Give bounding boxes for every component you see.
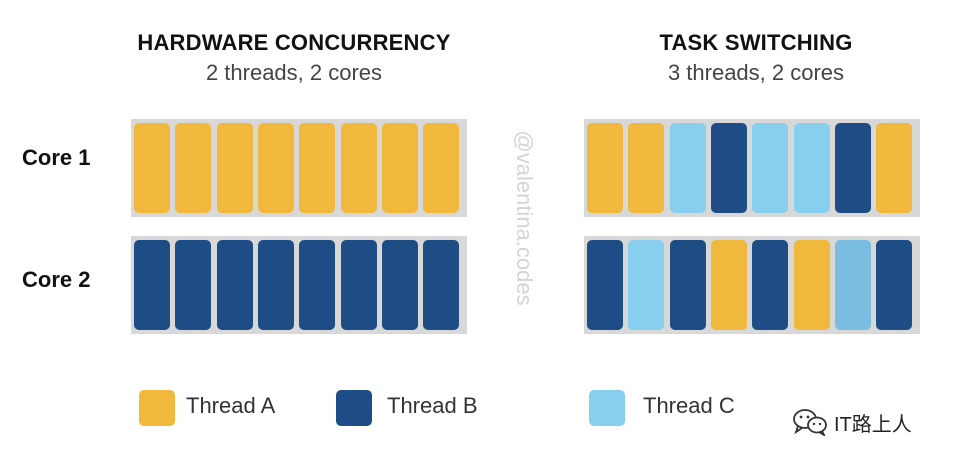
time-slice-thread-b [834, 123, 871, 213]
legend-swatch-thread-b [336, 390, 372, 426]
panel-subtitle-task-switching: 3 threads, 2 cores [667, 60, 845, 85]
time-slice-thread-a [381, 123, 418, 213]
time-slice-thread-b [299, 240, 336, 330]
time-slice-thread-b [134, 240, 170, 330]
time-slice-thread-a [299, 123, 336, 213]
time-slice-thread-b [423, 240, 460, 330]
legend-label-thread-a: Thread A [186, 393, 276, 418]
time-slice-thread-a [340, 123, 377, 213]
time-slice-thread-a [134, 123, 170, 213]
panel-title-hardware: HARDWARE CONCURRENCY [137, 30, 451, 55]
time-slice-thread-b [340, 240, 377, 330]
watermark: @valentina.codes [512, 130, 537, 306]
time-slice-thread-b [752, 240, 789, 330]
time-slice-thread-b [587, 240, 623, 330]
time-slice-thread-a [876, 123, 913, 213]
time-slice-thread-b [876, 240, 913, 330]
legend-swatch-thread-a [139, 390, 175, 426]
row-label-core-2: Core 2 [22, 267, 91, 292]
task-switching-core-2-track [584, 236, 920, 334]
time-slice-thread-a [793, 240, 830, 330]
time-slice-thread-a [216, 123, 253, 213]
time-slice-thread-a [710, 240, 747, 330]
time-slice-thread-b [669, 240, 706, 330]
hardware-core-2-track [131, 236, 467, 334]
task-switching-core-1-track [584, 119, 920, 217]
row-label-core-1: Core 1 [22, 145, 91, 170]
time-slice-thread-c [752, 123, 789, 213]
legend-swatch-thread-c [589, 390, 625, 426]
time-slice-thread-c [628, 240, 665, 330]
time-slice-thread-b [381, 240, 418, 330]
time-slice-thread-c [793, 123, 830, 213]
legend-label-thread-b: Thread B [387, 393, 478, 418]
brand-text: IT路上人 [834, 413, 912, 436]
time-slice-thread-b [257, 240, 294, 330]
brand: IT路上人 [792, 408, 912, 436]
time-slice-thread-a [628, 123, 665, 213]
time-slice-thread-a [587, 123, 623, 213]
legend-label-thread-c: Thread C [643, 393, 735, 418]
time-slice-thread-a [423, 123, 460, 213]
panel-title-task-switching: TASK SWITCHING [659, 30, 853, 55]
panel-subtitle-hardware: 2 threads, 2 cores [205, 60, 383, 85]
time-slice-thread-c [834, 240, 871, 330]
wechat-icon [793, 409, 827, 436]
time-slice-thread-b [216, 240, 253, 330]
time-slice-thread-b [710, 123, 747, 213]
time-slice-thread-a [257, 123, 294, 213]
time-slice-thread-c [669, 123, 706, 213]
time-slice-thread-a [175, 123, 212, 213]
hardware-core-1-track [131, 119, 467, 217]
time-slice-thread-b [175, 240, 212, 330]
